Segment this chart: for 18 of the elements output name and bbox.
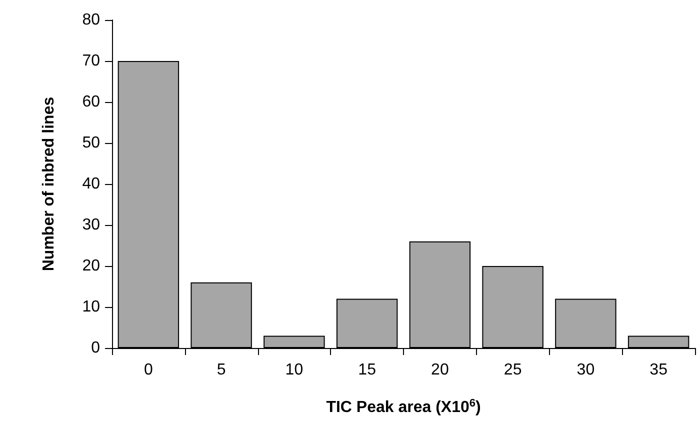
y-tick-label: 50 <box>82 134 100 152</box>
y-tick-label: 0 <box>91 340 100 356</box>
y-tick-label: 80 <box>82 12 100 28</box>
y-tick-label: 10 <box>82 298 100 316</box>
x-tick-label: 25 <box>504 362 522 378</box>
x-tick-label: 30 <box>576 362 595 378</box>
x-tick-label: 0 <box>144 362 153 378</box>
y-tick-label: 70 <box>82 52 100 70</box>
x-tick-label: 10 <box>285 362 304 378</box>
x-tick-label: 20 <box>431 362 449 378</box>
x-tick-label: 15 <box>358 362 376 378</box>
y-axis-title: Number of inbred lines <box>40 96 58 272</box>
y-tick-label: 20 <box>82 258 100 274</box>
y-tick-label: 60 <box>82 94 100 110</box>
y-tick-label: 40 <box>82 176 100 192</box>
x-tick-label: 35 <box>650 362 668 378</box>
x-tick-label: 5 <box>216 362 226 378</box>
y-tick-label: 30 <box>82 216 100 234</box>
